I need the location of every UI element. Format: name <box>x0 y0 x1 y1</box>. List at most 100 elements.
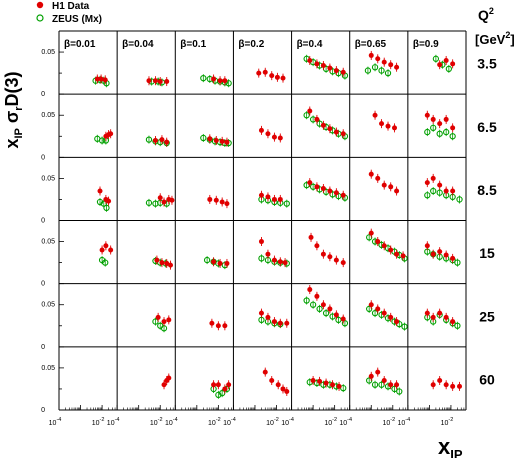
h1-point <box>108 247 114 253</box>
zeus-point <box>145 136 153 143</box>
h1-point <box>333 190 339 196</box>
h1-point <box>333 257 339 263</box>
h1-point <box>215 323 221 329</box>
h1-point <box>381 378 387 384</box>
h1-point <box>222 386 228 392</box>
h1-point <box>381 310 387 316</box>
h1-point <box>262 369 268 375</box>
h1-point <box>161 382 167 388</box>
x-tick-label: 10-2 <box>441 417 454 427</box>
q2-row-label: 60 <box>479 371 495 387</box>
h1-point <box>164 260 170 266</box>
beta-label: β=0.1 <box>180 39 206 50</box>
h1-point <box>327 306 333 312</box>
y-tick-label-0-05: 0.05 <box>41 112 55 119</box>
h1-point <box>265 131 271 137</box>
h1-point <box>450 61 456 67</box>
h1-point <box>320 251 326 257</box>
h1-point <box>277 135 283 141</box>
h1-point <box>450 383 456 389</box>
y-tick-label-0-05: 0.05 <box>41 302 55 309</box>
h1-point <box>375 306 381 312</box>
x-tick-label: 10-2 <box>324 417 337 427</box>
h1-point <box>265 194 271 200</box>
y-tick-label-zero: 0 <box>41 407 45 414</box>
h1-point <box>314 116 320 122</box>
h1-point <box>154 257 160 263</box>
h1-point <box>327 126 333 132</box>
legend-h1-label: H1 Data <box>52 1 90 12</box>
h1-point <box>394 251 400 257</box>
h1-point <box>265 251 271 257</box>
y-tick-label-0-05: 0.05 <box>41 365 55 372</box>
h1-point <box>169 197 175 203</box>
h1-point <box>443 314 449 320</box>
zeus-point <box>303 181 310 189</box>
h1-point <box>164 139 170 145</box>
h1-point <box>209 320 215 326</box>
data-markers <box>92 50 463 399</box>
legend: H1 Data ZEUS (Mx) <box>36 1 102 25</box>
h1-point <box>166 317 172 323</box>
h1-point <box>164 79 170 85</box>
h1-point <box>207 136 213 142</box>
h1-point <box>375 175 381 181</box>
x-tick-label: 10-2 <box>150 417 163 427</box>
x-tick-label: 10-4 <box>49 417 62 427</box>
h1-point <box>368 230 374 236</box>
q2-row-label: 25 <box>479 308 495 324</box>
h1-point <box>269 378 275 384</box>
h1-point <box>388 247 394 253</box>
h1-point <box>381 59 387 65</box>
h1-point <box>155 314 161 320</box>
h1-point <box>102 77 108 83</box>
zeus-point <box>396 388 403 395</box>
h1-point <box>450 319 456 325</box>
h1-point <box>152 78 158 84</box>
y-tick-label-0-05: 0.05 <box>41 49 55 56</box>
h1-point <box>394 188 400 194</box>
h1-point <box>424 310 430 316</box>
h1-point <box>368 52 374 58</box>
h1-point <box>320 63 326 69</box>
q2-header: Q2 [GeV2] <box>475 6 515 47</box>
h1-point <box>340 316 346 322</box>
h1-point <box>394 382 400 388</box>
h1-point <box>437 182 443 188</box>
zeus-point <box>203 256 211 264</box>
h1-point <box>280 75 286 81</box>
legend-zeus-label: ZEUS (Mx) <box>52 14 102 25</box>
h1-point <box>336 383 342 389</box>
zeus-point <box>200 75 207 82</box>
zeus-point <box>366 305 373 313</box>
h1-point <box>379 121 385 127</box>
zeus-point <box>401 323 408 330</box>
h1-point <box>308 234 314 240</box>
h1-point <box>222 323 228 329</box>
h1-point <box>372 112 378 118</box>
h1-point <box>282 260 288 266</box>
h1-point <box>213 137 219 143</box>
h1-point <box>333 129 339 135</box>
h1-point <box>224 139 230 145</box>
zeus-point <box>225 80 232 87</box>
q2-row-label: 8.5 <box>477 182 497 198</box>
h1-point <box>265 314 271 320</box>
h1-point <box>274 74 280 80</box>
q2-header-unit: [GeV2] <box>475 30 515 47</box>
h1-point <box>219 138 225 144</box>
h1-point <box>394 319 400 325</box>
zeus-point <box>366 234 373 241</box>
y-tick-label-zero: 0 <box>41 344 45 351</box>
x-tick-label: 10-4 <box>165 417 178 427</box>
h1-point <box>277 196 283 202</box>
h1-point <box>320 185 326 191</box>
q2-row-label: 15 <box>479 245 495 261</box>
zeus-point <box>391 385 398 393</box>
h1-point <box>375 239 381 245</box>
h1-point <box>430 382 436 388</box>
zeus-point <box>102 259 109 266</box>
zeus-point <box>200 134 207 142</box>
h1-point <box>333 68 339 74</box>
h1-point <box>226 382 232 388</box>
